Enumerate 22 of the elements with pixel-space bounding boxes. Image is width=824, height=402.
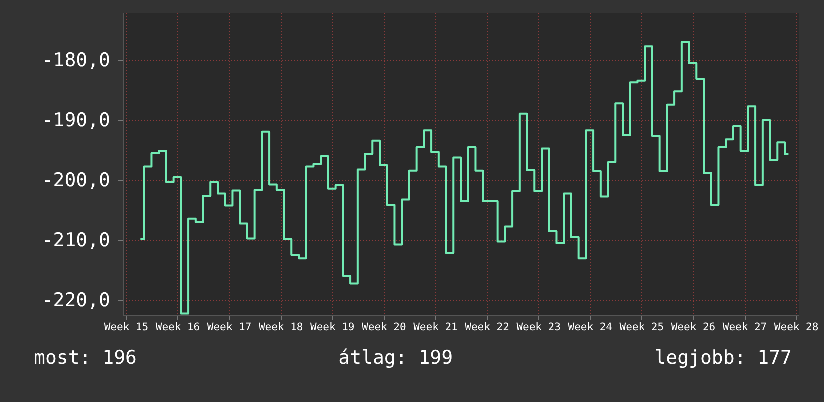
x-tick-label: Week 22 — [465, 322, 510, 334]
x-tick-label: Week 23 — [516, 322, 561, 334]
y-tick-label: -220,0 — [42, 289, 110, 312]
x-tick-label: Week 18 — [258, 322, 304, 334]
y-tick-label: -180,0 — [42, 49, 110, 72]
y-tick-label: -210,0 — [42, 229, 110, 252]
x-tick-label: Week 27 — [722, 322, 768, 334]
x-tick-label: Week 24 — [568, 322, 612, 334]
x-tick-label: Week 26 — [671, 322, 716, 334]
x-tick-label: Week 28 — [774, 322, 819, 334]
x-tick-label: Week 15 — [104, 322, 149, 334]
x-tick-label: Week 17 — [207, 322, 252, 334]
x-tick-label: Week 21 — [414, 322, 458, 334]
y-tick-label: -200,0 — [42, 169, 110, 192]
y-tick-label: -190,0 — [42, 109, 110, 132]
x-tick-label: Week 16 — [156, 322, 200, 334]
x-tick-label: Week 19 — [310, 322, 355, 334]
x-tick-label: Week 20 — [362, 322, 406, 334]
x-tick-label: Week 25 — [620, 322, 664, 334]
text: most: 196 — [34, 347, 137, 369]
text: átlag: 199 — [338, 347, 454, 369]
text: legjobb: 177 — [654, 347, 792, 369]
